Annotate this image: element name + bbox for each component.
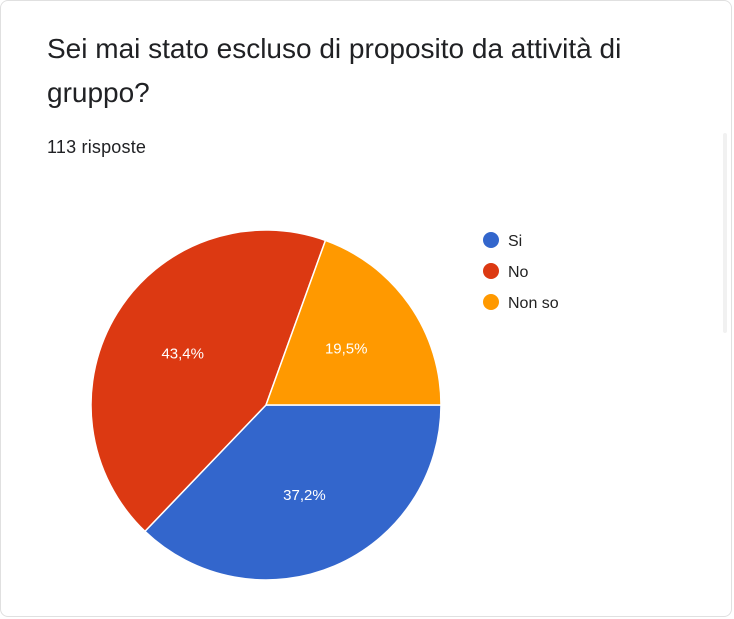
legend-label[interactable]: No (508, 264, 529, 281)
slice-value-label: 19,5% (325, 341, 368, 358)
legend-label[interactable]: Non so (508, 295, 559, 312)
response-count: 113 risposte (47, 137, 147, 157)
pie-slice-si[interactable] (143, 404, 442, 581)
pie-slice-non-so[interactable] (264, 239, 442, 406)
slice-value-label: 37,2% (283, 487, 326, 504)
slice-value-label: 43,4% (161, 345, 204, 362)
scrollbar-track[interactable] (723, 133, 727, 333)
legend-label[interactable]: Si (508, 233, 522, 250)
chart-legend: Si No Non so (483, 232, 559, 312)
legend-swatch (483, 232, 499, 248)
legend-swatch (483, 294, 499, 310)
pie-slices (90, 229, 442, 581)
pie-slice-no[interactable] (90, 229, 327, 533)
slice-labels: 37,2% 43,4% 19,5% (161, 341, 367, 504)
question-title: Sei mai stato escluso di proposito da at… (47, 33, 622, 108)
legend-swatch (483, 263, 499, 279)
